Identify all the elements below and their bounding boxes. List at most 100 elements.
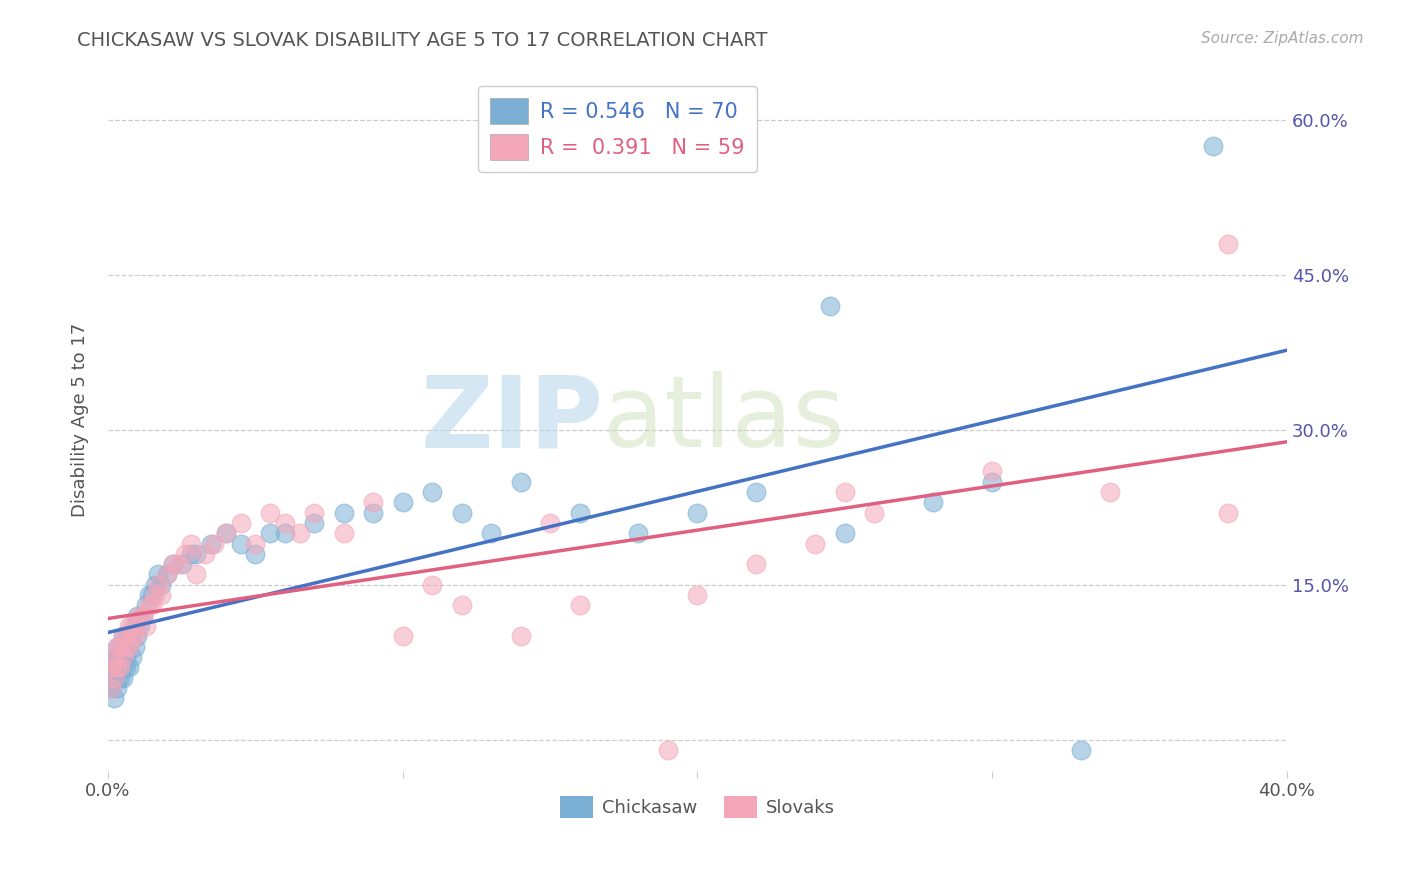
Point (186, 567, 208, 582)
Point (111, 650, 134, 665)
Point (162, 557, 184, 571)
Point (981, 464, 1004, 478)
Point (103, 671, 125, 685)
Point (117, 660, 139, 674)
Point (922, 495, 945, 509)
Point (124, 630, 146, 644)
Point (274, 516, 297, 530)
Point (834, 484, 856, 499)
Point (332, 526, 354, 541)
Point (103, 671, 125, 685)
Point (108, 650, 131, 665)
Text: CHICKASAW VS SLOVAK DISABILITY AGE 5 TO 17 CORRELATION CHART: CHICKASAW VS SLOVAK DISABILITY AGE 5 TO … (77, 31, 768, 50)
Point (143, 588, 166, 602)
Point (105, 640, 128, 654)
Point (863, 506, 886, 520)
Point (105, 640, 128, 654)
Point (1202, 139, 1225, 153)
Point (167, 557, 190, 571)
Point (568, 506, 591, 520)
Point (745, 557, 768, 571)
Point (450, 599, 472, 613)
Point (103, 691, 125, 706)
Point (132, 608, 155, 623)
Point (100, 671, 122, 685)
Point (121, 619, 143, 633)
Point (114, 630, 136, 644)
Point (259, 526, 281, 541)
Legend: Chickasaw, Slovaks: Chickasaw, Slovaks (553, 789, 842, 825)
Point (150, 588, 173, 602)
Point (245, 547, 267, 561)
Point (138, 599, 160, 613)
Point (170, 557, 193, 571)
Point (108, 660, 131, 674)
Point (114, 640, 136, 654)
Point (657, 743, 679, 757)
Point (162, 557, 184, 571)
Point (108, 640, 131, 654)
Point (108, 671, 131, 685)
Point (150, 578, 173, 592)
Point (245, 536, 267, 550)
Point (129, 619, 152, 633)
Point (146, 578, 169, 592)
Point (141, 599, 163, 613)
Point (121, 630, 143, 644)
Point (834, 526, 856, 541)
Point (141, 588, 163, 602)
Point (1070, 743, 1092, 757)
Point (215, 526, 238, 541)
Text: atlas: atlas (603, 371, 845, 468)
Point (179, 536, 201, 550)
Y-axis label: Disability Age 5 to 17: Disability Age 5 to 17 (72, 323, 89, 516)
Point (156, 567, 179, 582)
Point (509, 630, 531, 644)
Point (129, 608, 152, 623)
Point (127, 630, 149, 644)
Point (1098, 484, 1121, 499)
Point (100, 660, 122, 674)
Point (114, 640, 136, 654)
Text: Source: ZipAtlas.com: Source: ZipAtlas.com (1201, 31, 1364, 46)
Point (100, 681, 122, 695)
Point (173, 547, 195, 561)
Point (627, 526, 650, 541)
Point (117, 619, 139, 633)
Point (420, 578, 443, 592)
Point (117, 640, 139, 654)
Point (105, 660, 128, 674)
Point (391, 495, 413, 509)
Point (1216, 506, 1239, 520)
Point (121, 650, 143, 665)
Point (111, 630, 134, 644)
Point (117, 630, 139, 644)
Point (111, 671, 134, 685)
Point (194, 547, 217, 561)
Point (111, 660, 134, 674)
Point (105, 681, 128, 695)
Text: ZIP: ZIP (420, 371, 603, 468)
Point (105, 671, 128, 685)
Point (274, 526, 297, 541)
Point (103, 660, 125, 674)
Point (135, 599, 157, 613)
Point (111, 630, 134, 644)
Point (100, 681, 122, 695)
Point (124, 640, 146, 654)
Point (114, 650, 136, 665)
Point (146, 567, 169, 582)
Point (186, 547, 208, 561)
Point (391, 630, 413, 644)
Point (200, 536, 222, 550)
Point (1216, 237, 1239, 252)
Point (135, 619, 157, 633)
Point (332, 506, 354, 520)
Point (103, 650, 125, 665)
Point (111, 650, 134, 665)
Point (132, 608, 155, 623)
Point (745, 484, 768, 499)
Point (105, 650, 128, 665)
Point (818, 299, 841, 313)
Point (202, 536, 225, 550)
